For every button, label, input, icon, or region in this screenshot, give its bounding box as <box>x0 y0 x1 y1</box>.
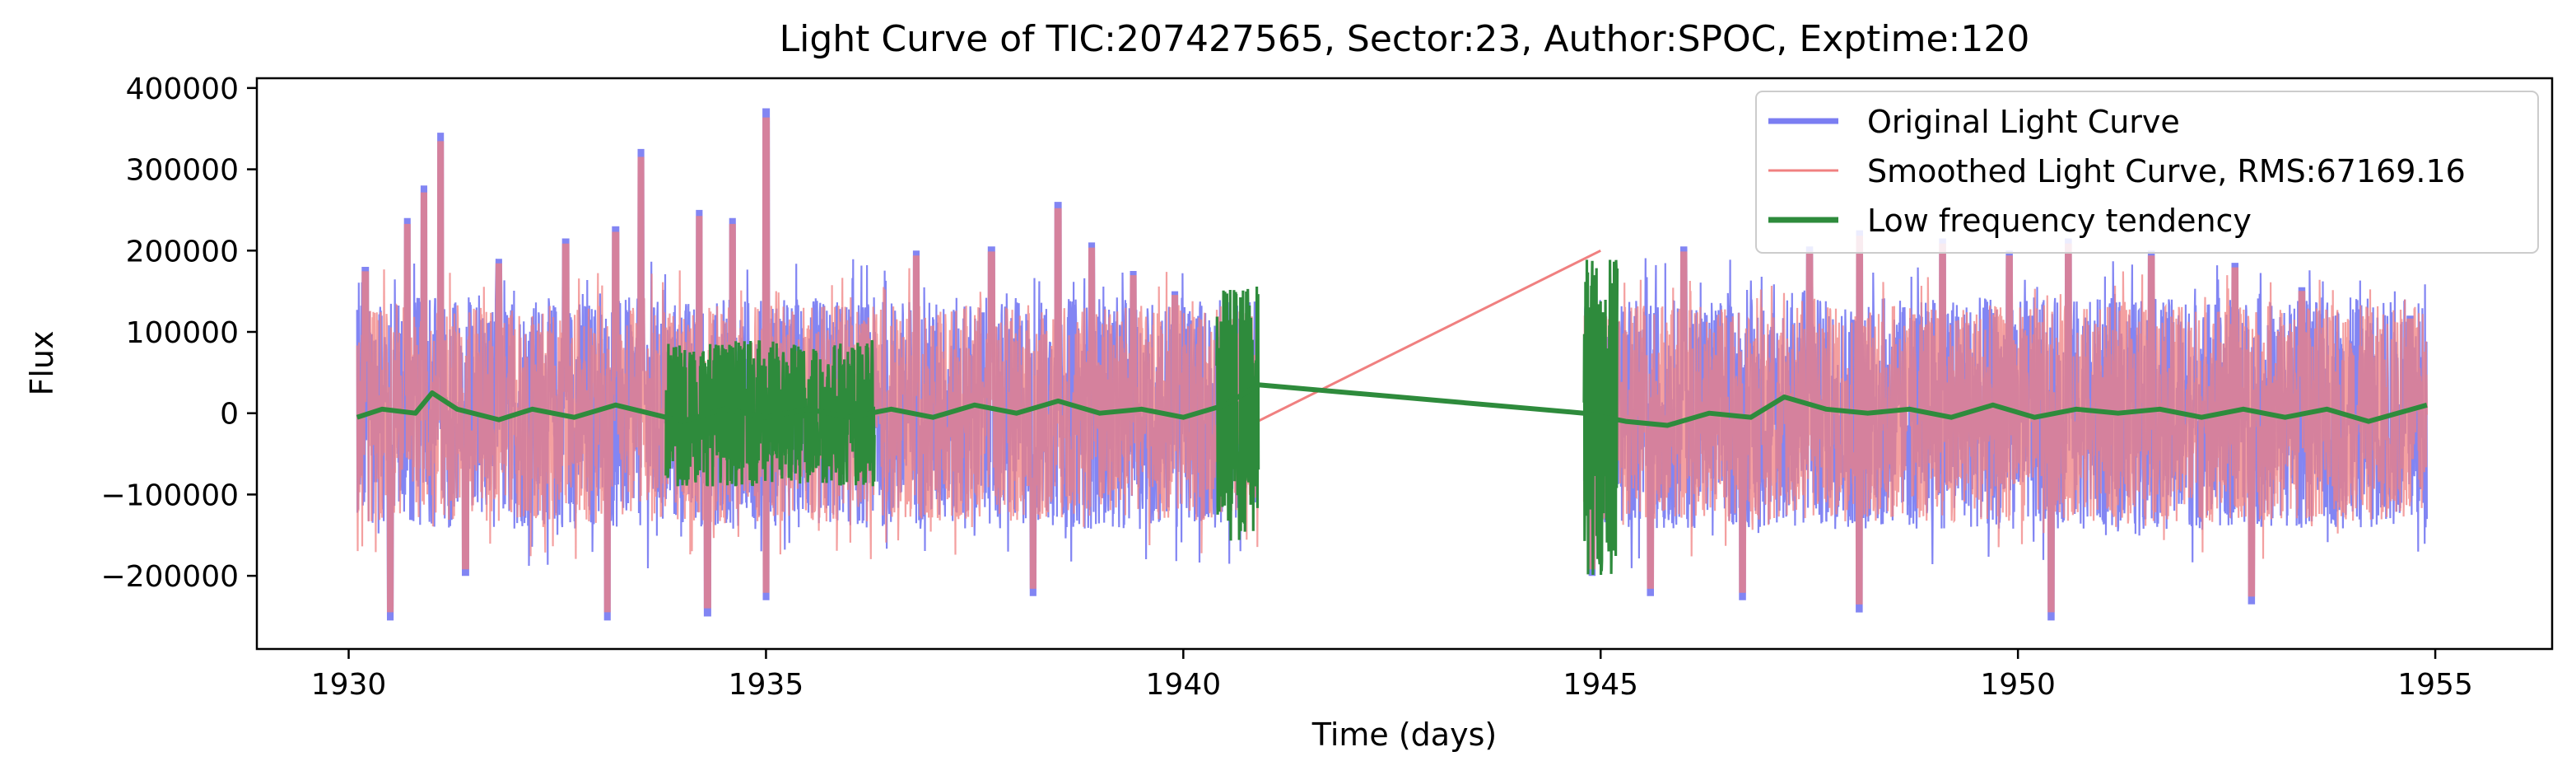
x-axis: 1930 1935 1940 1945 1950 1955 <box>311 649 2473 702</box>
legend-label-tendency: Low frequency tendency <box>1867 203 2252 239</box>
y-tick-label: −200000 <box>100 560 239 594</box>
original-series-line <box>356 108 1260 621</box>
legend-label-smoothed: Smoothed Light Curve, RMS:67169.16 <box>1867 153 2466 189</box>
legend-label-original: Original Light Curve <box>1867 104 2180 140</box>
y-axis-label: Flux <box>24 331 60 396</box>
smoothed-gap-line <box>1224 249 1601 439</box>
smoothed-series-line <box>1582 236 2428 613</box>
x-tick-label: 1945 <box>1563 668 1638 702</box>
y-tick-label: 200000 <box>126 235 239 268</box>
plot-area <box>356 108 2428 621</box>
y-tick-label: 300000 <box>126 154 239 188</box>
y-tick-label: 100000 <box>126 316 239 350</box>
y-tick-label: −100000 <box>100 479 239 512</box>
x-axis-label: Time (days) <box>1311 717 1497 753</box>
x-tick-label: 1955 <box>2397 668 2473 702</box>
x-tick-label: 1950 <box>1980 668 2056 702</box>
legend: Original Light Curve Smoothed Light Curv… <box>1755 91 2539 254</box>
tendency-noisy-region <box>664 339 876 487</box>
y-tick-label: 0 <box>220 398 239 432</box>
chart-title: Light Curve of TIC:207427565, Sector:23,… <box>780 18 2030 60</box>
tendency-series-line <box>356 382 2428 428</box>
smoothed-series-line <box>356 117 1260 613</box>
x-tick-label: 1940 <box>1146 668 1222 702</box>
y-axis: −200000 −100000 0 100000 200000 300000 400000 <box>100 72 257 594</box>
x-tick-label: 1935 <box>729 668 804 702</box>
x-tick-label: 1930 <box>311 668 387 702</box>
legend-box <box>1755 91 2539 254</box>
y-tick-label: 400000 <box>126 72 239 106</box>
tendency-noisy-region <box>1215 286 1260 541</box>
tendency-noisy-region <box>1582 259 1619 576</box>
axes-frame <box>255 77 2554 651</box>
